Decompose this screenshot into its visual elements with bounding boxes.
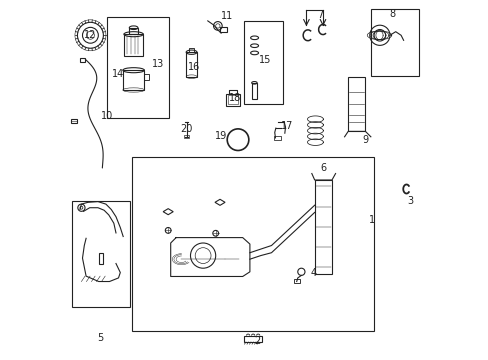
Bar [244,336,261,342]
Text: 14: 14 [111,69,123,79]
Bar [314,180,331,274]
Bar [123,34,143,56]
Bar [129,28,138,34]
Text: 10: 10 [101,111,113,121]
Bar [184,135,188,138]
Text: 13: 13 [152,59,164,69]
Text: 17: 17 [280,121,293,131]
Text: 2: 2 [253,336,260,346]
Bar [122,70,144,90]
Text: 4: 4 [310,268,316,278]
Bar [188,48,194,52]
Text: 1: 1 [368,215,375,225]
Bar [370,9,418,76]
Text: 16: 16 [187,62,200,72]
Bar [227,95,238,104]
Bar [347,77,365,131]
Bar [220,27,226,32]
Bar [144,75,148,80]
Text: 11: 11 [221,11,233,21]
Bar [225,94,240,106]
Bar [71,119,77,123]
Bar [99,253,103,264]
Text: 9: 9 [361,135,367,145]
Text: 5: 5 [97,333,103,343]
Text: 6: 6 [320,163,326,174]
Bar [244,21,282,104]
Text: 15: 15 [259,55,271,66]
Text: 12: 12 [83,30,96,40]
Bar [294,279,299,283]
Bar [80,58,85,62]
Text: 18: 18 [229,93,241,103]
Text: 20: 20 [180,124,192,134]
Text: 8: 8 [388,9,394,19]
Text: 7: 7 [316,10,323,20]
Bar [251,83,257,99]
Bar [186,52,197,77]
Text: 3: 3 [406,196,412,206]
Text: 19: 19 [215,131,227,141]
Bar [132,157,373,331]
Bar [107,17,168,118]
Bar [273,136,281,140]
Bar [72,201,130,307]
